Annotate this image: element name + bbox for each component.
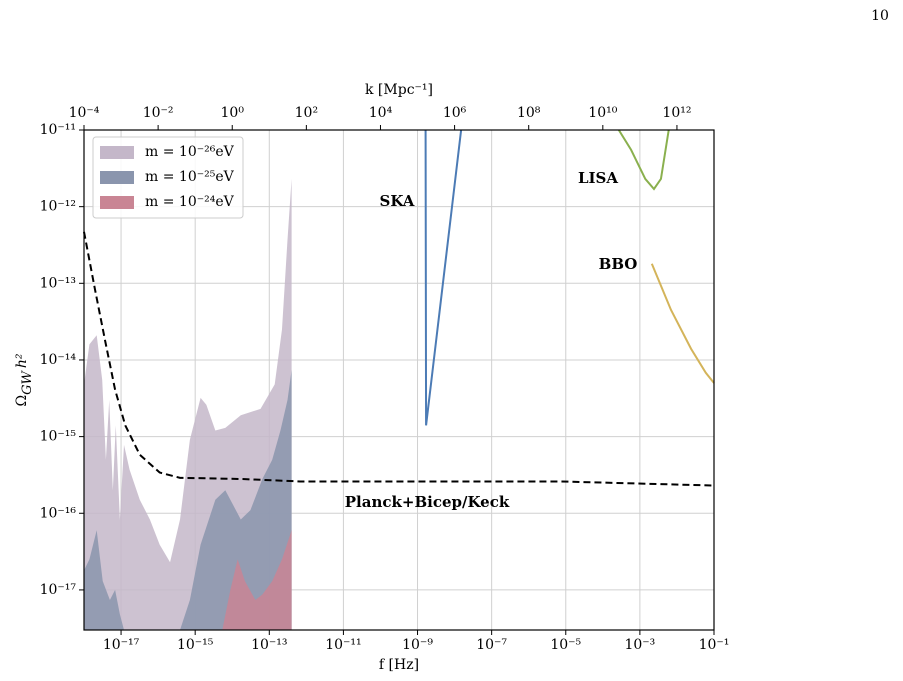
curves: Planck+Bicep/Keck SKA LISA BBO: [83, 129, 715, 511]
curve-label: SKA: [380, 192, 415, 210]
x2-tick-label: 10⁸: [517, 105, 541, 121]
legend-swatch: [100, 171, 134, 184]
area: [84, 369, 292, 630]
y-tick-label: 10⁻¹⁷: [40, 582, 77, 598]
legend-label: m = 10⁻²⁵eV: [145, 169, 235, 185]
x2-tick-label: 10⁴: [369, 105, 393, 121]
curve: [83, 231, 715, 487]
x-tick-label: 10⁻⁹: [402, 637, 433, 653]
x2-tick-label: 10²: [295, 105, 318, 121]
x-tick-label: 10⁻¹³: [251, 637, 287, 653]
y-tick-label: 10⁻¹³: [40, 275, 76, 291]
y-tick-label: 10⁻¹²: [40, 199, 76, 215]
legend: m = 10⁻²⁶eV m = 10⁻²⁵eV m = 10⁻²⁴eV: [92, 136, 244, 219]
x2-tick-label: 10⁻²: [143, 105, 174, 121]
plot-frame: [83, 129, 715, 631]
y-tick-label: 10⁻¹⁴: [40, 352, 77, 368]
x-tick-label: 10⁻¹: [699, 637, 730, 653]
ticks: 10⁻¹⁷ 10⁻¹⁵ 10⁻¹³ 10⁻¹¹ 10⁻⁹ 10⁻⁷ 10⁻⁵ 10⁻³ 10⁻¹…: [40, 105, 730, 653]
page-number: 10: [871, 8, 889, 24]
area: [222, 530, 292, 630]
x2-tick-label: 10¹⁰: [588, 105, 617, 121]
y-label-rest: h²: [14, 353, 30, 368]
curve: [617, 129, 670, 191]
y-label-subscript: GW: [20, 370, 35, 395]
curve: [424, 129, 463, 426]
x2-tick-label: 10⁰: [221, 105, 245, 121]
y-tick-label: 10⁻¹⁵: [40, 429, 77, 445]
x-axis-label: f [Hz]: [379, 657, 419, 673]
y-tick-label: 10⁻¹¹: [40, 122, 76, 138]
x-tick-label: 10⁻⁵: [550, 637, 581, 653]
areas: [84, 178, 292, 630]
area: [84, 178, 292, 630]
x-tick-label: 10⁻⁷: [476, 637, 507, 653]
x-tick-label: 10⁻¹⁵: [177, 637, 214, 653]
y-tick-label: 10⁻¹⁶: [40, 505, 77, 521]
x-tick-label: 10⁻³: [624, 637, 655, 653]
legend-label: m = 10⁻²⁶eV: [145, 144, 235, 160]
legend-label: m = 10⁻²⁴eV: [145, 194, 235, 210]
x-tick-label: 10⁻¹⁷: [103, 637, 140, 653]
curve-label: Planck+Bicep/Keck: [345, 493, 510, 511]
x2-axis-label: k [Mpc⁻¹]: [365, 82, 433, 98]
x-tick-label: 10⁻¹¹: [325, 637, 361, 653]
x2-tick-label: 10⁶: [443, 105, 467, 121]
legend-swatch: [100, 196, 134, 209]
y-label-symbol: Ω: [14, 395, 30, 407]
legend-swatch: [100, 146, 134, 159]
x2-tick-label: 10⁻⁴: [69, 105, 100, 121]
x2-tick-label: 10¹²: [662, 105, 691, 121]
curve-label: LISA: [578, 169, 618, 187]
curve: [650, 263, 715, 384]
y-axis-label: ΩGW h²: [14, 353, 35, 406]
curve-label: BBO: [599, 255, 638, 273]
